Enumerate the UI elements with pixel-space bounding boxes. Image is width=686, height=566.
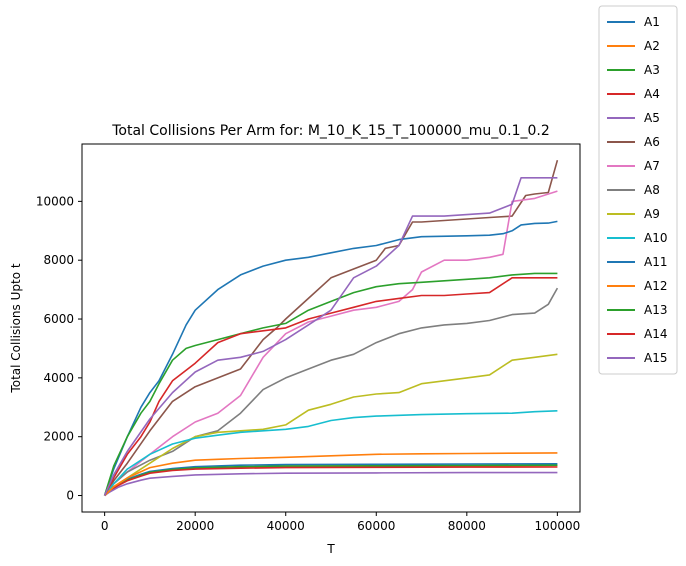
plot-area xyxy=(103,159,559,497)
series-line-a9 xyxy=(104,353,558,497)
legend-label: A5 xyxy=(644,111,660,125)
series-line-a7 xyxy=(103,190,558,496)
x-tick-label: 80000 xyxy=(448,519,486,533)
y-tick-label: 0 xyxy=(66,489,74,503)
legend-label: A13 xyxy=(644,303,667,317)
y-tick-label: 2000 xyxy=(43,430,74,444)
legend-label: A1 xyxy=(644,15,660,29)
series-line-a14 xyxy=(103,276,558,496)
x-tick-label: 20000 xyxy=(176,519,214,533)
legend-label: A7 xyxy=(644,159,660,173)
x-tick-label: 40000 xyxy=(267,519,305,533)
y-axis-label: Total Collisions Upto t xyxy=(9,263,23,393)
legend: A1 A2 A3 A4 A5 A6 A7 A8 A9 A10 A11 A12 A13 A14 A15 xyxy=(598,5,678,375)
legend-label: A10 xyxy=(644,231,667,245)
legend-label: A6 xyxy=(644,135,660,149)
series-line-a12 xyxy=(104,452,558,497)
series-line-a15 xyxy=(103,177,558,496)
x-tick-label: 100000 xyxy=(534,519,580,533)
legend-label: A4 xyxy=(644,87,660,101)
y-tick-label: 4000 xyxy=(43,371,74,385)
y-tick-label: 10000 xyxy=(36,194,74,208)
series-line-a6 xyxy=(103,159,559,496)
y-tick-label: 8000 xyxy=(43,253,74,267)
x-tick-label: 0 xyxy=(101,519,109,533)
y-tick-label: 6000 xyxy=(43,312,74,326)
series-line-a10 xyxy=(103,410,558,496)
legend-label: A12 xyxy=(644,279,667,293)
x-axis-ticks: 0 20000 40000 60000 80000 100000 xyxy=(101,512,580,533)
legend-label: A14 xyxy=(644,327,667,341)
legend-label: A3 xyxy=(644,63,660,77)
legend-label: A15 xyxy=(644,351,667,365)
y-axis-ticks: 0 2000 4000 6000 8000 10000 xyxy=(36,194,82,503)
legend-label: A9 xyxy=(644,207,660,221)
chart-title: Total Collisions Per Arm for: M_10_K_15_… xyxy=(111,123,550,139)
plot-frame xyxy=(81,143,581,513)
x-axis-label: T xyxy=(326,542,335,556)
series-line-a4 xyxy=(104,466,558,497)
series-line-a1 xyxy=(104,462,558,497)
legend-label: A8 xyxy=(644,183,660,197)
legend-box xyxy=(598,5,678,375)
x-tick-label: 60000 xyxy=(357,519,395,533)
series-line-a5 xyxy=(104,471,558,497)
series-line-a11 xyxy=(103,220,558,496)
legend-label: A11 xyxy=(644,255,667,269)
legend-label: A2 xyxy=(644,39,660,53)
series-line-a13 xyxy=(103,272,558,496)
